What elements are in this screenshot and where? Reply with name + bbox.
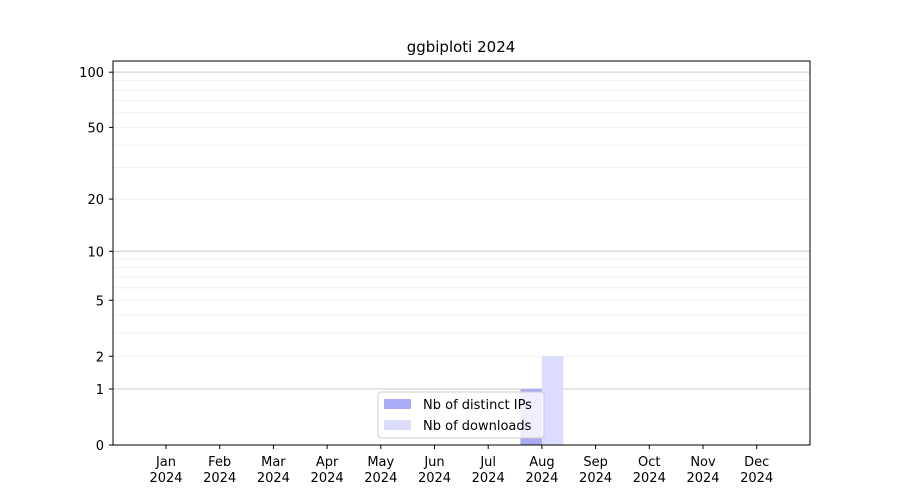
- y-tick-label: 50: [87, 121, 104, 136]
- y-tick-label: 2: [96, 350, 104, 365]
- x-tick-label: Aug 2024: [525, 455, 558, 486]
- x-tick-label: May 2024: [364, 455, 397, 486]
- x-tick-label: Jun 2024: [418, 455, 451, 486]
- x-tick-label: Dec 2024: [740, 455, 773, 486]
- bar-downloads: [541, 356, 564, 445]
- x-tick-label: Jul 2024: [472, 455, 505, 486]
- legend-label-downloads: Nb of downloads: [423, 419, 532, 434]
- legend-swatch-ips: [384, 399, 411, 409]
- x-tick-label: Sep 2024: [579, 455, 612, 486]
- x-tick-label: Oct 2024: [633, 455, 666, 486]
- plot-frame: [112, 60, 811, 446]
- x-tick-label: Jan 2024: [149, 455, 182, 486]
- legend-box: [377, 391, 545, 439]
- y-tick-label: 1: [96, 383, 104, 398]
- y-tick-label: 20: [87, 193, 104, 208]
- legend-label-ips: Nb of distinct IPs: [423, 398, 532, 413]
- x-tick-label: Feb 2024: [203, 455, 236, 486]
- legend-swatch-downloads: [384, 420, 411, 430]
- y-tick-label: 5: [96, 294, 104, 309]
- legend: Nb of distinct IPs Nb of downloads: [377, 391, 545, 439]
- x-tick-label: Apr 2024: [311, 455, 344, 486]
- chart-title: ggbiploti 2024: [407, 38, 516, 56]
- x-tick-label: Nov 2024: [686, 455, 719, 486]
- y-tick-label: 0: [96, 439, 104, 454]
- x-tick-label: Mar 2024: [257, 455, 290, 486]
- y-tick-label: 100: [79, 66, 104, 81]
- y-tick-label: 10: [87, 245, 104, 260]
